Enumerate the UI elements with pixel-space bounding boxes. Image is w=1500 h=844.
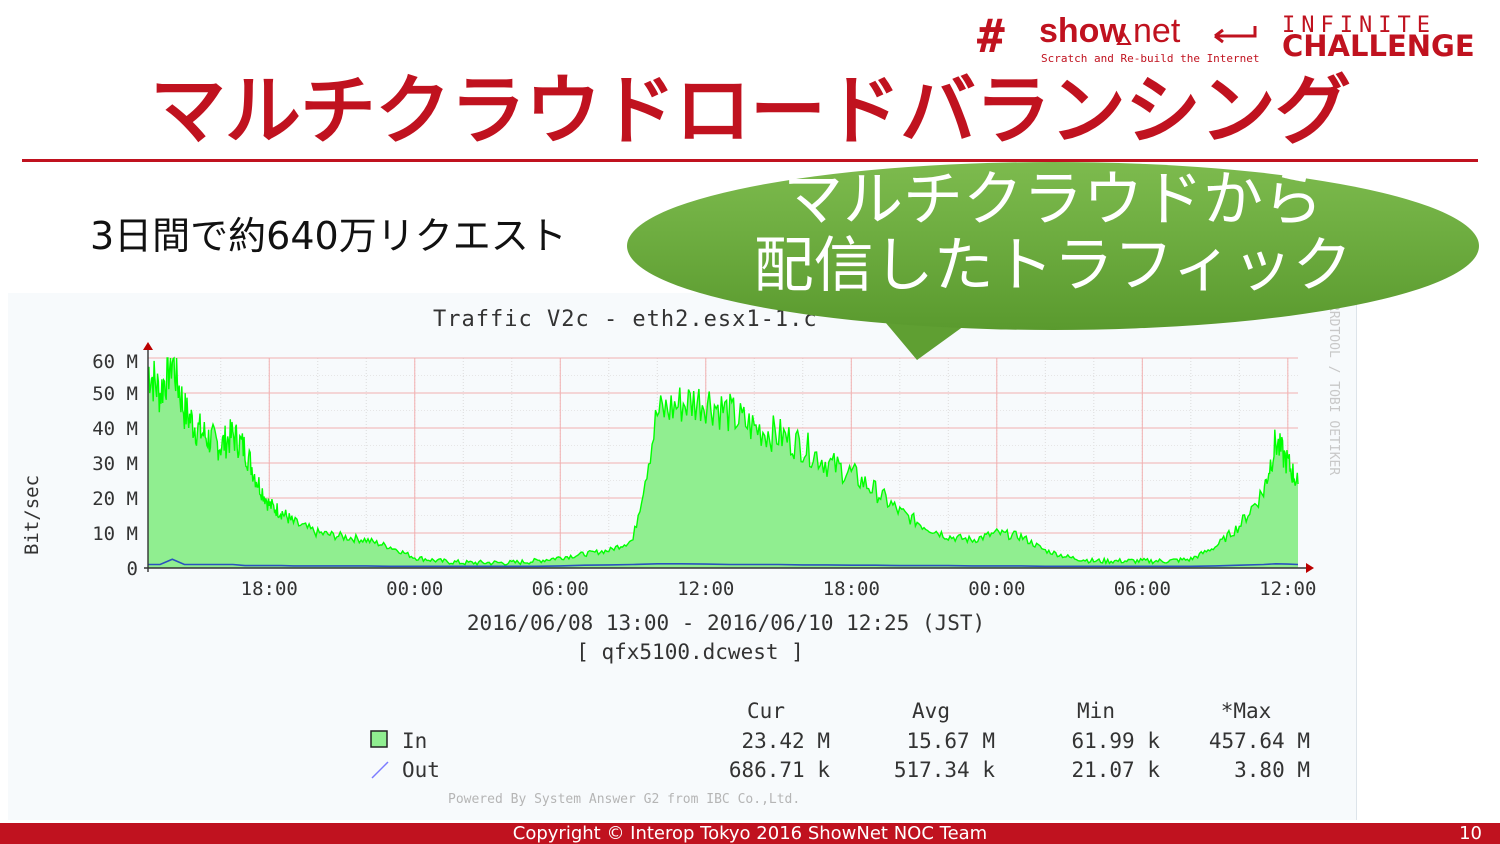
tagline: Scratch and Re-build the Internet [1041, 52, 1260, 65]
return-arrow-icon [1214, 26, 1257, 44]
x-tick-label: 06:00 [532, 578, 589, 600]
legend-value: 517.34 k [894, 758, 996, 782]
legend-value: 457.64 M [1209, 729, 1310, 753]
y-tick-label: 60 M [92, 351, 138, 373]
traffic-graph: 60 M 50 M 40 M 30 M 20 M 10 M 0 18:00 00:00 06:00… [8, 293, 1357, 820]
page-number: 10 [1459, 823, 1482, 844]
delta-mark [1116, 32, 1132, 45]
rrdtool-watermark: RRDTOOL / TOBI OETIKER [1326, 303, 1341, 475]
x-tick-label: 06:00 [1114, 578, 1171, 600]
x-tick-label: 12:00 [677, 578, 734, 600]
series-out-line [148, 558, 1299, 568]
x-tick-label: 00:00 [386, 578, 443, 600]
y-axis-arrow [143, 342, 153, 350]
legend-header: Avg [912, 699, 950, 723]
infinite-text: INFINITE [1282, 13, 1436, 38]
title-divider [22, 159, 1478, 162]
brand-net: net [1133, 12, 1181, 50]
x-tick-label: 18:00 [823, 578, 880, 600]
legend-header: Cur [747, 699, 785, 723]
x-range-label: 2016/06/08 13:00 - 2016/06/10 12:25 (JST… [467, 611, 985, 635]
legend-value: 15.67 M [906, 729, 995, 753]
series-in-area [148, 358, 1298, 568]
powered-by: Powered By System Answer G2 from IBC Co.… [448, 792, 800, 807]
brand-show: show [1039, 12, 1126, 50]
slide-subtitle: 3日間で約640万リクエスト [90, 214, 567, 258]
series-layer [147, 356, 1299, 568]
labels: 60 M 50 M 40 M 30 M 20 M 10 M 0 18:00 00:00 06:00… [92, 351, 1316, 600]
legend-value: 61.99 k [1071, 729, 1160, 753]
legend-value: 21.07 k [1071, 758, 1160, 782]
footer-bar: Copyright © Interop Tokyo 2016 ShowNet N… [0, 823, 1500, 844]
y-tick-label: 0 [127, 558, 138, 580]
shownet-logo: # show net Scratch and Re-build the Inte… [977, 9, 1475, 65]
legend-value: 23.42 M [741, 729, 830, 753]
device-label: [ qfx5100.dcwest ] [576, 640, 804, 664]
callout-line-2: 配信したトラフィック [753, 231, 1353, 301]
x-axis-arrow [1306, 563, 1314, 573]
legend-header: Min [1077, 699, 1115, 723]
traffic-graph-svg: 60 M 50 M 40 M 30 M 20 M 10 M 0 18:00 00:00 06:00… [21, 303, 1341, 807]
legend: Cur Avg Min *Max In 23.42 M 15.67 M 61.99 k 457.… [370, 699, 1310, 782]
x-tick-label: 18:00 [241, 578, 298, 600]
y-tick-label: 50 M [92, 383, 138, 405]
legend-value: 3.80 M [1234, 758, 1310, 782]
y-tick-label: 40 M [92, 418, 138, 440]
x-tick-label: 00:00 [968, 578, 1025, 600]
x-tick-label: 12:00 [1259, 578, 1316, 600]
callout-bubble [627, 162, 1479, 360]
slide-title: マルチクラウドロードバランシング [150, 66, 1351, 155]
callout-line-1: マルチクラウドから [783, 165, 1323, 235]
axes [143, 342, 1314, 573]
legend-out-swatch [371, 761, 389, 779]
y-tick-label: 20 M [92, 488, 138, 510]
legend-header: *Max [1221, 699, 1272, 723]
y-tick-label: 30 M [92, 453, 138, 475]
callout-text: マルチクラウドから 配信したトラフィック [625, 167, 1481, 299]
hash-mark: # [977, 9, 1005, 63]
y-axis-label: Bit/sec [21, 475, 43, 555]
series-in-line [147, 356, 1299, 566]
y-tick-label: 10 M [92, 523, 138, 545]
legend-series-name: In [402, 729, 427, 753]
legend-value: 686.71 k [729, 758, 831, 782]
legend-in-swatch [370, 730, 388, 748]
chart-title: Traffic V2c - eth2.esx1-1.c [433, 307, 818, 332]
challenge-text: CHALLENGE [1282, 29, 1475, 63]
footer-copyright: Copyright © Interop Tokyo 2016 ShowNet N… [512, 823, 988, 844]
legend-series-name: Out [402, 758, 440, 782]
